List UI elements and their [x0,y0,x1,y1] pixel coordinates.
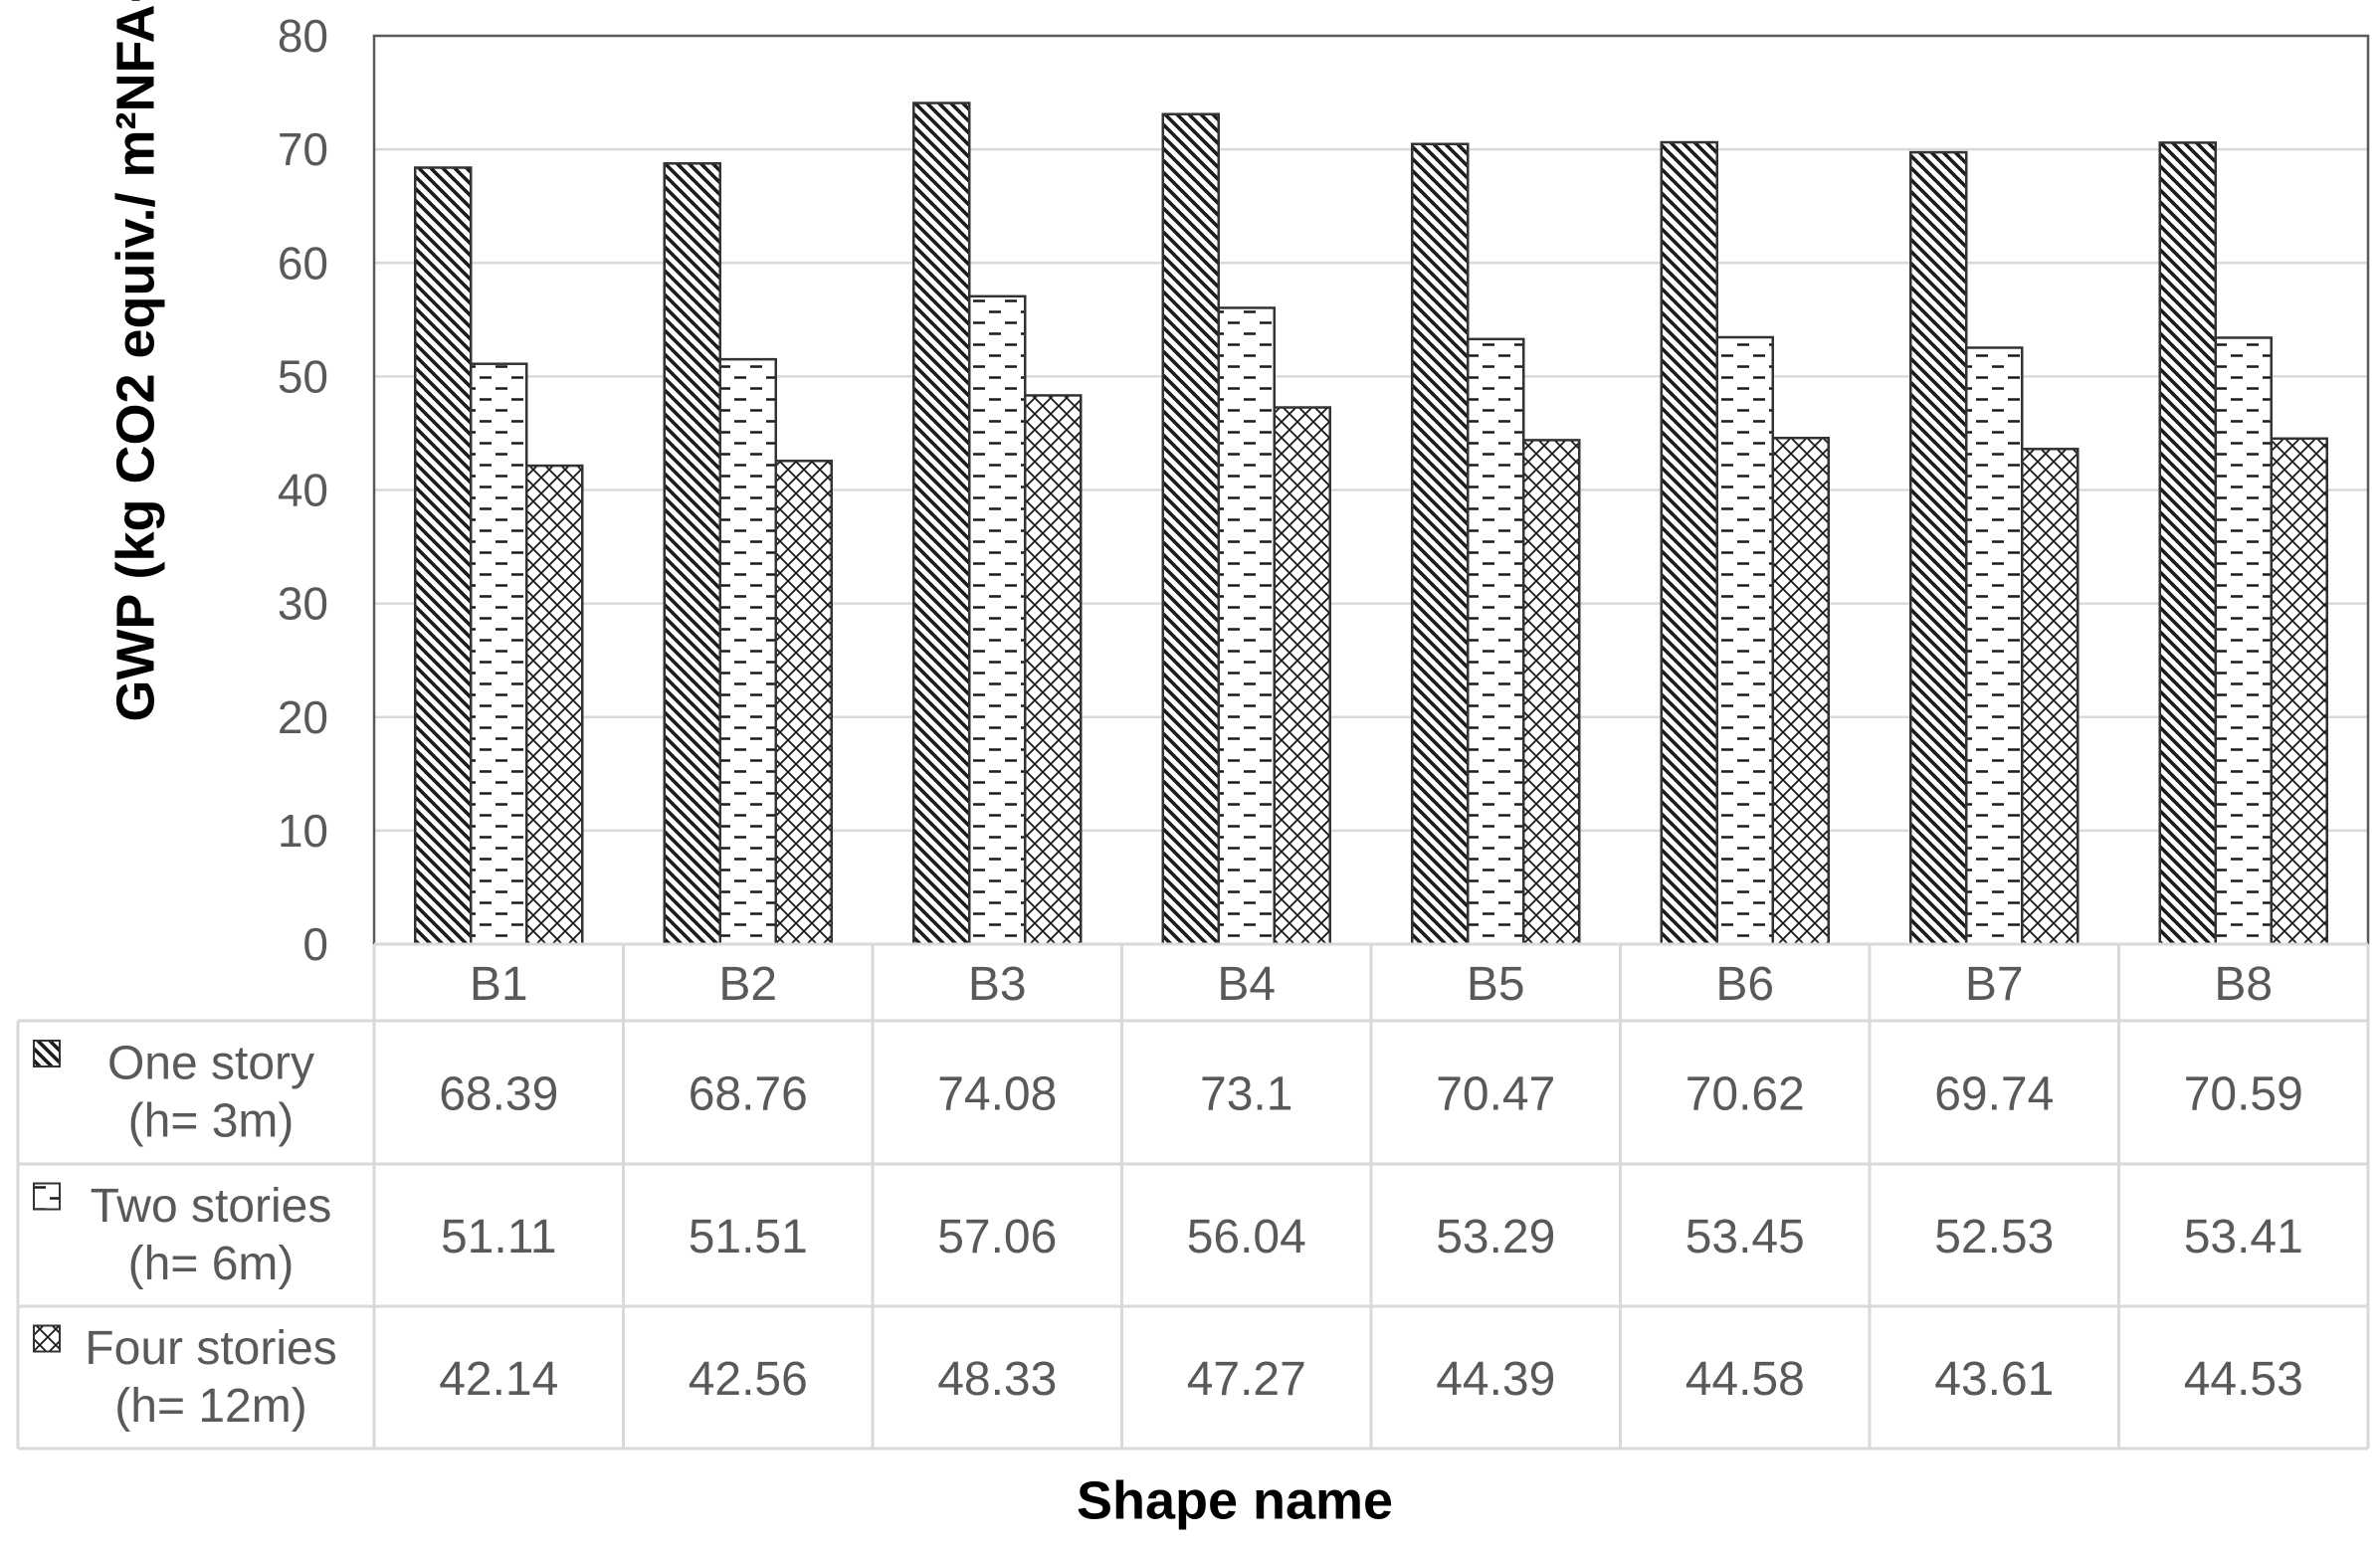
data-value: 70.59 [2184,1068,2303,1121]
legend-key-series-1 [33,1040,61,1067]
bar-b1-series-1 [414,166,473,946]
bar-b2-series-2 [718,357,777,946]
data-value: 44.39 [1436,1353,1555,1406]
bar-b4-series-3 [1273,406,1331,946]
category-label: B4 [1217,958,1276,1011]
y-tick-label: 30 [278,578,328,630]
data-value: 70.47 [1436,1068,1555,1121]
legend-label: (h= 3m) [128,1095,295,1148]
legend-label: (h= 12m) [114,1380,306,1433]
y-tick-label: 70 [278,123,328,175]
data-value: 48.33 [937,1353,1057,1406]
category-label: B8 [2214,958,2273,1011]
y-tick-label: 10 [278,805,328,857]
legend-label: (h= 6m) [128,1238,295,1290]
bar-b4-series-1 [1161,112,1220,946]
bar-b8-series-2 [2214,336,2273,946]
bar-b5-series-3 [1522,439,1581,946]
y-axis-ticks: 0 10 20 30 40 50 60 70 80 [278,10,328,970]
data-value: 70.62 [1686,1068,1805,1121]
bar-b4-series-2 [1217,306,1276,946]
data-value: 44.58 [1686,1353,1805,1406]
y-tick-label: 40 [278,465,328,516]
data-value: 43.61 [1934,1353,2054,1406]
y-tick-label: 20 [278,691,328,743]
data-value: 42.14 [439,1353,558,1406]
bar-b7-series-2 [1965,346,2024,946]
y-tick-label: 50 [278,350,328,402]
data-value: 74.08 [937,1068,1057,1121]
bar-b2-series-1 [663,162,721,946]
bar-b5-series-2 [1467,337,1525,946]
bar-b6-series-2 [1715,335,1774,946]
category-label: B1 [470,958,528,1011]
data-value: 53.41 [2184,1211,2303,1263]
bar-b3-series-1 [912,101,971,946]
bar-b3-series-3 [1024,394,1083,946]
bar-b2-series-3 [774,460,833,946]
data-value: 53.45 [1686,1211,1805,1263]
y-axis-title: GWP (kg CO2 equiv./ m²NFA·a) [105,0,165,722]
bar-b1-series-3 [525,464,584,946]
legend-label: Two stories [91,1180,332,1233]
data-value: 51.51 [689,1211,808,1263]
data-value: 52.53 [1934,1211,2054,1263]
data-value: 57.06 [937,1211,1057,1263]
data-value: 42.56 [689,1353,808,1406]
x-axis-title: Shape name [1077,1470,1393,1530]
bar-b7-series-1 [1909,150,1968,946]
bars [414,101,2328,946]
data-value: 51.11 [441,1211,557,1263]
data-value: 44.53 [2184,1353,2303,1406]
y-tick-label: 60 [278,237,328,289]
bar-b6-series-3 [1771,436,1830,946]
legend-key-series-3 [33,1324,61,1353]
data-value: 73.1 [1200,1068,1292,1121]
bar-b3-series-2 [968,294,1027,946]
category-label: B2 [718,958,777,1011]
data-value: 69.74 [1934,1068,2054,1121]
y-tick-label: 80 [278,10,328,62]
legend-key-series-2 [33,1182,61,1211]
bar-b5-series-1 [1411,142,1470,946]
data-value: 53.29 [1436,1211,1555,1263]
legend-label: Four stories [85,1322,336,1375]
bar-b7-series-3 [2021,448,2080,946]
legend-label: One story [107,1038,314,1090]
data-value: 68.76 [689,1068,808,1121]
category-label: B6 [1715,958,1774,1011]
category-label: B3 [968,958,1027,1011]
bar-b8-series-1 [2158,141,2217,946]
bar-b8-series-3 [2270,437,2328,946]
category-label: B7 [1965,958,2024,1011]
data-value: 68.39 [439,1068,558,1121]
data-table: B1 B2 B3 B4 B5 B6 B7 B8 One story(h= 3m) 68.39 68.… [16,942,2370,1451]
data-value: 56.04 [1187,1211,1306,1263]
y-tick-label: 0 [302,918,328,970]
bar-b6-series-1 [1660,140,1718,946]
data-value: 47.27 [1187,1353,1306,1406]
bar-b1-series-2 [470,362,528,946]
category-label: B5 [1467,958,1525,1011]
